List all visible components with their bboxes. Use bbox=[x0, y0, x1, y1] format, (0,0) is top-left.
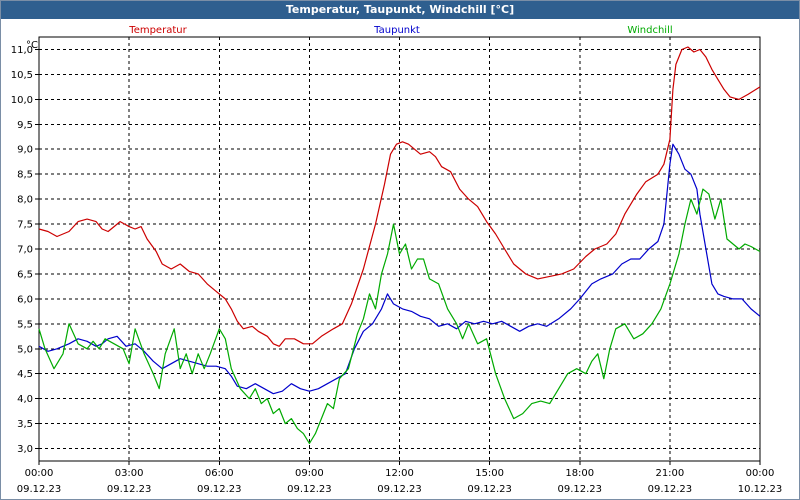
x-tick-labels: 00:00 09.12.23 03:00 09.12.23 06:00 09.12.23 0… bbox=[17, 468, 783, 495]
legend-item-windchill: Windchill bbox=[627, 25, 672, 36]
series-line-temperatur bbox=[38, 46, 761, 347]
x-tick-date: 09.12.23 bbox=[467, 484, 512, 495]
y-tick-label: 5,0 bbox=[17, 344, 33, 355]
y-tick-label: 10,5 bbox=[11, 70, 33, 81]
x-tick-date: 10.12.23 bbox=[738, 484, 783, 495]
x-tick-time: 15:00 bbox=[475, 468, 504, 479]
y-axis-unit: °C bbox=[26, 40, 38, 51]
y-tick-label: 9,0 bbox=[17, 145, 33, 156]
x-tick-date: 09.12.23 bbox=[557, 484, 602, 495]
legend: Temperatur Taupunkt Windchill bbox=[128, 25, 672, 36]
x-tick-time: 18:00 bbox=[565, 468, 594, 479]
x-tick-time: 00:00 bbox=[25, 468, 54, 479]
x-tick-date: 09.12.23 bbox=[287, 484, 332, 495]
y-tick-label: 5,5 bbox=[17, 319, 33, 330]
x-tick-time: 09:00 bbox=[295, 468, 324, 479]
x-tick-date: 09.12.23 bbox=[197, 484, 242, 495]
y-tick-label: 6,5 bbox=[17, 269, 33, 280]
y-tick-label: 4,5 bbox=[17, 369, 33, 380]
y-tick-label: 11,0 bbox=[11, 45, 33, 56]
grid-lines bbox=[39, 37, 760, 461]
x-tick-time: 12:00 bbox=[385, 468, 414, 479]
plot-border bbox=[38, 36, 761, 462]
window-title: Temperatur, Taupunkt, Windchill [°C] bbox=[1, 1, 799, 19]
y-tick-label: 6,0 bbox=[17, 294, 33, 305]
y-tick-labels: 3,0 3,5 4,0 4,5 5,0 5,5 6,0 6,5 7,0 7,5 8,0 8,5 9,0 9… bbox=[11, 45, 33, 455]
x-tick-time: 00:00 bbox=[746, 468, 775, 479]
series-lines bbox=[38, 46, 761, 445]
y-tick-label: 8,0 bbox=[17, 195, 33, 206]
x-tick-date: 09.12.23 bbox=[648, 484, 693, 495]
x-tick-date: 09.12.23 bbox=[107, 484, 152, 495]
y-tick-label: 3,0 bbox=[17, 444, 33, 455]
x-tick-time: 21:00 bbox=[655, 468, 684, 479]
x-tick-date: 09.12.23 bbox=[377, 484, 422, 495]
series-line-windchill bbox=[38, 188, 761, 445]
y-tick-label: 7,0 bbox=[17, 245, 33, 256]
x-tick-time: 03:00 bbox=[115, 468, 144, 479]
legend-item-temperatur: Temperatur bbox=[128, 25, 187, 36]
y-tick-label: 9,5 bbox=[17, 120, 33, 131]
legend-item-taupunkt: Taupunkt bbox=[373, 25, 420, 36]
x-tick-date: 09.12.23 bbox=[17, 484, 62, 495]
y-tick-label: 4,0 bbox=[17, 394, 33, 405]
y-tick-label: 10,0 bbox=[11, 95, 33, 106]
y-tick-label: 7,5 bbox=[17, 220, 33, 231]
y-tick-label: 3,5 bbox=[17, 419, 33, 430]
series-line-taupunkt bbox=[38, 143, 761, 395]
y-tick-label: 8,5 bbox=[17, 170, 33, 181]
x-tick-time: 06:00 bbox=[205, 468, 234, 479]
axes bbox=[35, 36, 761, 465]
